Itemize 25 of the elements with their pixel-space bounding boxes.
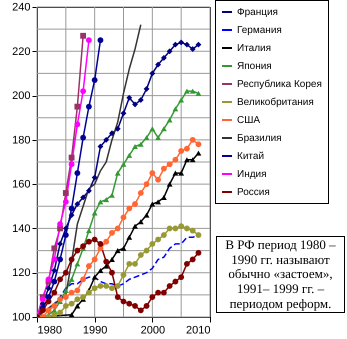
y-tick-label: 180	[12, 134, 30, 146]
legend-label: США	[237, 115, 260, 126]
x-tick-label: 1980	[38, 324, 62, 336]
text: В РФ период 1980 – 1990 гг. называют обычно «застоем», 1991– 1999 гг. – периодом реформ.	[216, 236, 345, 314]
y-tick-label: 200	[12, 90, 30, 102]
y-tick-label: 120	[12, 267, 30, 280]
y-tick-label: 160	[12, 178, 30, 191]
legend-label: Бразилия	[237, 133, 282, 144]
legend-label: Индия	[237, 169, 267, 180]
legend-label: Великобритания	[237, 97, 314, 108]
line-series	[37, 24, 142, 317]
legend-label: Республика Корея	[237, 79, 322, 90]
legend-label: Япония	[237, 61, 272, 72]
legend-label: Италия	[237, 43, 272, 54]
x-tick-label: 2000	[140, 324, 166, 336]
y-tick-label: 220	[12, 46, 30, 58]
y-tick-label: 100	[12, 312, 30, 324]
legend-label: Китай	[237, 151, 264, 162]
y-tick-label: 140	[12, 222, 30, 235]
x-tick-label: 2010	[186, 324, 210, 336]
legend-label: Франция	[237, 7, 278, 18]
y-tick-label: 240	[12, 2, 30, 14]
x-tick-label: 1990	[82, 324, 108, 336]
legend-label: Россия	[237, 187, 270, 198]
legend-label: Германия	[237, 25, 282, 36]
